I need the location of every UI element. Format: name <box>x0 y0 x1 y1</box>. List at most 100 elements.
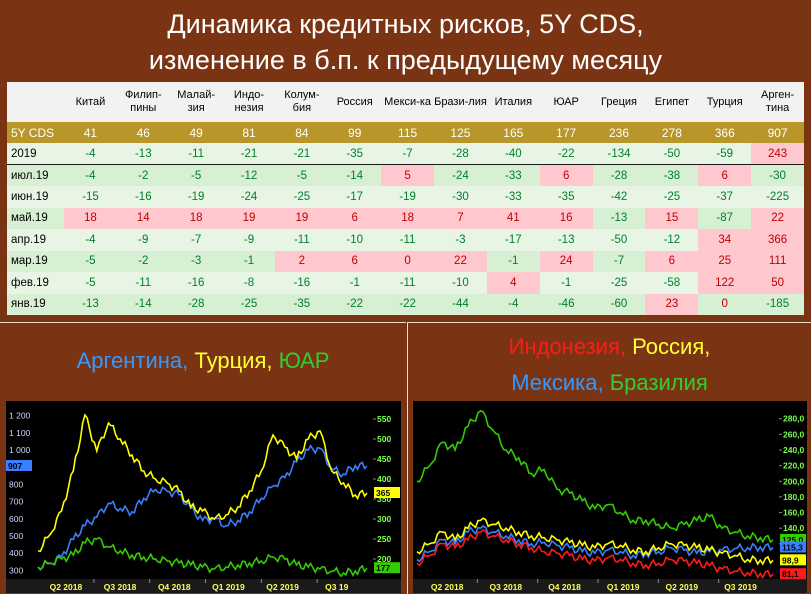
right-chart-svg: 280,0 260,0 240,0 220,0 200,0 180,0 160,0 140,0… <box>413 410 807 593</box>
legend-series-name: Мексика, <box>511 370 610 395</box>
table-cell: -22 <box>328 293 382 315</box>
table-cell: 6 <box>698 164 752 186</box>
table-cell: 366 <box>698 122 752 143</box>
table-cell: -17 <box>486 229 540 251</box>
x-tick-label: Q3 2018 <box>490 582 523 592</box>
last-value-label: 365 <box>376 488 390 498</box>
table-cell: -9 <box>116 229 170 251</box>
table-cell: -38 <box>645 164 699 186</box>
table-cell: -16 <box>116 186 170 208</box>
table-cell: 22 <box>751 207 805 229</box>
table-cell: -11 <box>275 229 329 251</box>
column-header: Мекси-ка <box>381 82 435 122</box>
x-tick-label: Q3 2018 <box>104 582 137 592</box>
title-line-2: изменение в б.п. к предыдущему месяцу <box>148 45 663 75</box>
legend-series-name: Турция, <box>194 348 279 373</box>
y-tick-label-right: 550 <box>377 414 391 424</box>
table-cell: -22 <box>381 293 435 315</box>
last-value-label: 907 <box>8 461 22 471</box>
row-label: янв.19 <box>7 293 64 315</box>
table-cell: -25 <box>222 293 276 315</box>
table-cell: -42 <box>592 186 646 208</box>
table-cell: -3 <box>434 229 487 251</box>
title-line-1: Динамика кредитных рисков, 5Y CDS, <box>167 9 644 39</box>
table-cell: -25 <box>645 186 699 208</box>
table-cell: -13 <box>116 143 170 165</box>
x-axis-band <box>413 579 807 593</box>
series-line <box>37 536 368 578</box>
y-tick-label-right: 350 <box>377 494 391 504</box>
table-cell: 15 <box>645 207 699 229</box>
table-cell: 84 <box>275 122 329 143</box>
table-cell: 907 <box>751 122 805 143</box>
last-value-box <box>6 459 32 471</box>
table-cell: -58 <box>645 272 699 294</box>
table-cell: 19 <box>275 207 329 229</box>
table-cell: 22 <box>434 250 487 272</box>
y-tick-label-left: 1 100 <box>9 428 31 438</box>
left-chart-title: Аргентина, Турция, ЮАР <box>0 347 406 375</box>
column-header: Колум-бия <box>275 82 329 122</box>
x-tick-label: Q2 2019 <box>666 582 699 592</box>
table-cell: 46 <box>116 122 170 143</box>
table-cell: -17 <box>328 186 382 208</box>
table-cell: 165 <box>486 122 540 143</box>
table-cell: -7 <box>381 143 435 165</box>
x-tick-label: Q2 2018 <box>431 582 464 592</box>
table-cell: 18 <box>64 207 117 229</box>
table-cell: -13 <box>592 207 646 229</box>
page-title: Динамика кредитных рисков, 5Y CDS, измен… <box>0 0 811 82</box>
table-cell: -4 <box>64 143 117 165</box>
table-cell: -60 <box>592 293 646 315</box>
x-tick-label: Q3 2019 <box>724 582 757 592</box>
table-cell: -33 <box>486 164 540 186</box>
y-tick-label-left: 800 <box>9 479 23 489</box>
table-cell: 23 <box>645 293 699 315</box>
table-cell: 24 <box>539 250 593 272</box>
table-cell: 125 <box>434 122 487 143</box>
table-cell: -4 <box>486 293 540 315</box>
table-cell: -134 <box>592 143 646 165</box>
table-cell: -7 <box>169 229 223 251</box>
y-tick-label-right: 220,0 <box>783 461 805 471</box>
table-row: 2019 -4 -13 -11 -21 -21 -35 -7 -28 -40 -22 -134 -50-… <box>7 143 805 165</box>
y-tick-label-right: 450 <box>377 454 391 464</box>
table-cell: -11 <box>116 272 170 294</box>
table-cell: -8 <box>222 272 276 294</box>
table-row: июл.19 -4 -2 -5 -12 -5 -14 5 -24 -33 6 -28 -38 6 -30 <box>7 164 805 186</box>
table-cell: -35 <box>539 186 593 208</box>
last-value-box <box>374 487 400 498</box>
table-cell: -50 <box>645 143 699 165</box>
y-tick-label-left: 600 <box>9 514 23 524</box>
row-label: апр.19 <box>7 229 64 251</box>
table-cell: -16 <box>275 272 329 294</box>
table-cell: 2 <box>275 250 329 272</box>
table-cell: -50 <box>592 229 646 251</box>
table-cell: -28 <box>434 143 487 165</box>
table-cell: -28 <box>169 293 223 315</box>
table-cell: 115 <box>381 122 435 143</box>
table-cell: -14 <box>116 293 170 315</box>
table-cell: -25 <box>592 272 646 294</box>
x-tick-label: Q4 2018 <box>548 582 581 592</box>
y-tick-label-left: 1 200 <box>9 411 31 421</box>
table-cell: 81 <box>222 122 276 143</box>
last-value-box <box>780 568 806 580</box>
header-corner <box>7 82 64 122</box>
last-value-label: 81,1 <box>782 569 799 579</box>
table-cell: -12 <box>645 229 699 251</box>
table-row: фев.19 -5 -11 -16 -8 -16 -1 -11 -10 4 -1 -25 -58 122 5… <box>7 272 805 294</box>
table-cell: -10 <box>328 229 382 251</box>
last-value-box <box>780 533 806 545</box>
table-cell: -21 <box>222 143 276 165</box>
table-cell: -2 <box>116 250 170 272</box>
table-cell: 25 <box>698 250 752 272</box>
column-header: Италия <box>486 82 540 122</box>
legend-series-name: Бразилия <box>609 370 708 395</box>
table-cell: 6 <box>328 250 382 272</box>
column-header: Арген-тина <box>751 82 805 122</box>
table-cell: -5 <box>169 164 223 186</box>
table-cell: -1 <box>486 250 540 272</box>
